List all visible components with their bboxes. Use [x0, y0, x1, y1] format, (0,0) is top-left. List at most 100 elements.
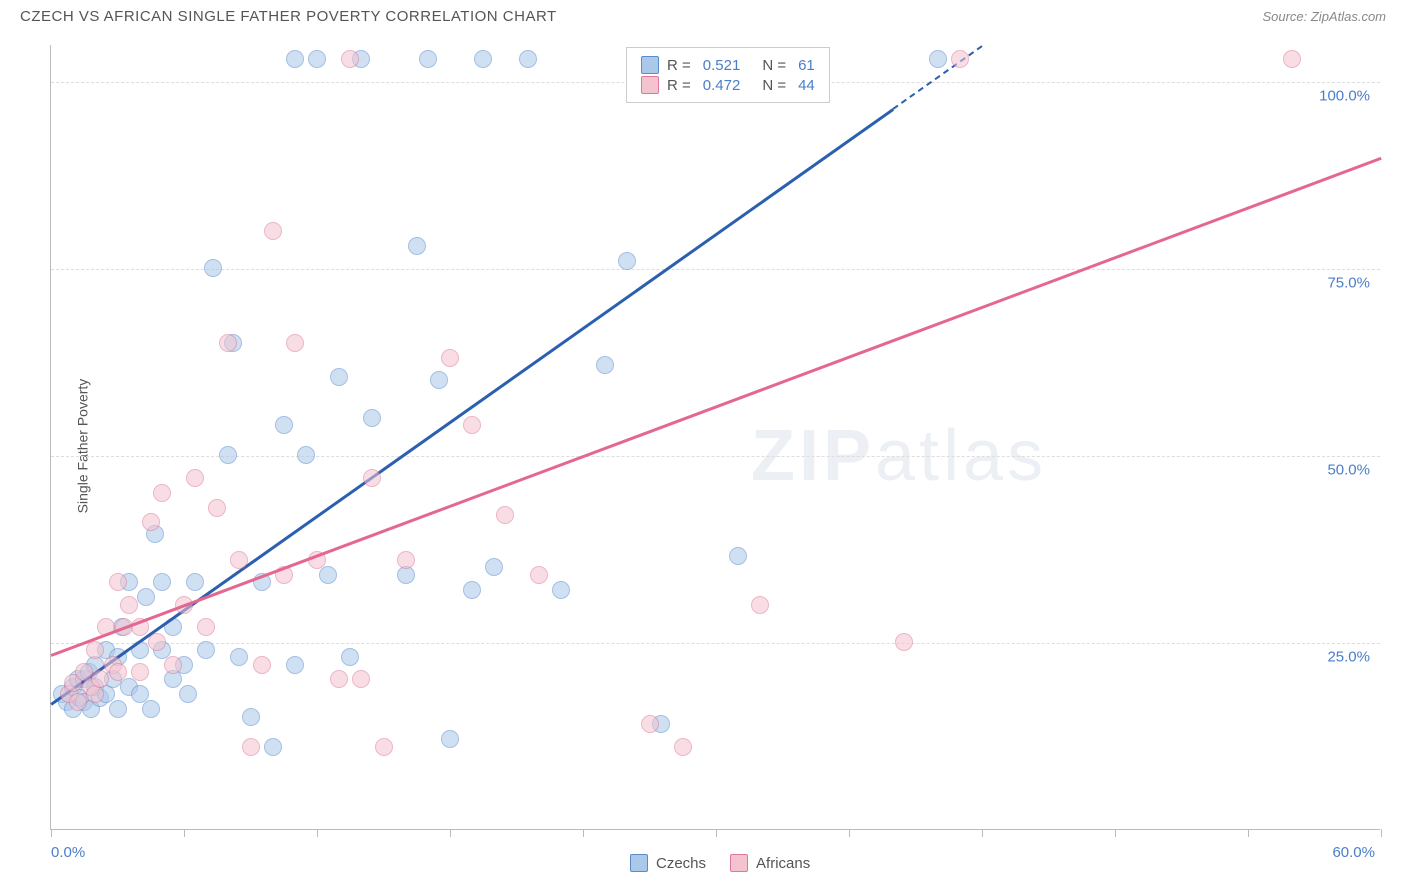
scatter-point: [519, 50, 537, 68]
scatter-point: [253, 656, 271, 674]
gridline: [51, 269, 1380, 270]
legend-swatch: [730, 854, 748, 872]
legend-series-item: Africans: [730, 854, 810, 872]
scatter-point: [179, 685, 197, 703]
chart-header: CZECH VS AFRICAN SINGLE FATHER POVERTY C…: [0, 0, 1406, 29]
legend-n-label: N =: [762, 57, 786, 74]
scatter-point: [153, 573, 171, 591]
x-tick: [1381, 829, 1382, 837]
scatter-point: [264, 222, 282, 240]
scatter-point: [430, 371, 448, 389]
scatter-point: [363, 409, 381, 427]
scatter-point: [463, 581, 481, 599]
scatter-point: [397, 551, 415, 569]
x-tick: [583, 829, 584, 837]
scatter-point: [441, 730, 459, 748]
scatter-point: [242, 708, 260, 726]
scatter-point: [641, 715, 659, 733]
scatter-point: [91, 670, 109, 688]
legend-r-value: 0.472: [703, 77, 741, 94]
legend-series-name: Africans: [756, 855, 810, 872]
legend-r-value: 0.521: [703, 57, 741, 74]
scatter-point: [308, 50, 326, 68]
scatter-point: [496, 506, 514, 524]
y-tick-label: 75.0%: [1327, 275, 1370, 292]
x-tick: [51, 829, 52, 837]
scatter-point: [286, 50, 304, 68]
legend-swatch: [641, 56, 659, 74]
scatter-point: [674, 738, 692, 756]
x-tick: [1248, 829, 1249, 837]
x-tick: [450, 829, 451, 837]
scatter-point: [109, 700, 127, 718]
y-tick-label: 100.0%: [1319, 88, 1370, 105]
legend-row: R = 0.521 N = 61: [641, 56, 815, 74]
scatter-point: [164, 656, 182, 674]
scatter-point: [148, 633, 166, 651]
scatter-point: [137, 588, 155, 606]
scatter-point: [441, 349, 459, 367]
scatter-point: [618, 252, 636, 270]
scatter-point: [330, 670, 348, 688]
scatter-point: [69, 693, 87, 711]
scatter-point: [197, 618, 215, 636]
gridline: [51, 643, 1380, 644]
scatter-point: [197, 641, 215, 659]
scatter-point: [485, 558, 503, 576]
scatter-point: [230, 648, 248, 666]
scatter-point: [109, 663, 127, 681]
scatter-point: [352, 670, 370, 688]
scatter-point: [204, 259, 222, 277]
scatter-point: [929, 50, 947, 68]
scatter-point: [1283, 50, 1301, 68]
x-tick: [982, 829, 983, 837]
x-tick: [317, 829, 318, 837]
legend-r-label: R =: [667, 57, 691, 74]
scatter-point: [363, 469, 381, 487]
scatter-point: [142, 513, 160, 531]
scatter-point: [219, 446, 237, 464]
scatter-point: [530, 566, 548, 584]
scatter-point: [131, 663, 149, 681]
scatter-point: [186, 573, 204, 591]
x-tick-label-end: 60.0%: [1332, 844, 1375, 861]
scatter-point: [219, 334, 237, 352]
x-tick: [849, 829, 850, 837]
scatter-point: [264, 738, 282, 756]
legend-n-value: 61: [798, 57, 815, 74]
scatter-point: [186, 469, 204, 487]
y-tick-label: 50.0%: [1327, 462, 1370, 479]
scatter-point: [230, 551, 248, 569]
scatter-point: [142, 700, 160, 718]
legend-series-item: Czechs: [630, 854, 706, 872]
legend-n-value: 44: [798, 77, 815, 94]
scatter-point: [463, 416, 481, 434]
legend-swatch: [641, 76, 659, 94]
scatter-point: [86, 641, 104, 659]
scatter-point: [408, 237, 426, 255]
trend-line: [50, 108, 894, 705]
legend-row: R = 0.472 N = 44: [641, 76, 815, 94]
gridline: [51, 456, 1380, 457]
scatter-point: [474, 50, 492, 68]
legend-swatch: [630, 854, 648, 872]
scatter-point: [729, 547, 747, 565]
y-tick-label: 25.0%: [1327, 649, 1370, 666]
x-tick: [184, 829, 185, 837]
scatter-point: [297, 446, 315, 464]
scatter-point: [419, 50, 437, 68]
legend-series-name: Czechs: [656, 855, 706, 872]
scatter-point: [341, 50, 359, 68]
scatter-point: [319, 566, 337, 584]
scatter-point: [109, 573, 127, 591]
legend-r-label: R =: [667, 77, 691, 94]
legend-n-label: N =: [762, 77, 786, 94]
scatter-point: [275, 416, 293, 434]
scatter-point: [153, 484, 171, 502]
correlation-legend: R = 0.521 N = 61 R = 0.472 N = 44: [626, 47, 830, 103]
chart-title: CZECH VS AFRICAN SINGLE FATHER POVERTY C…: [20, 8, 557, 25]
scatter-point: [341, 648, 359, 666]
scatter-point: [751, 596, 769, 614]
scatter-point: [120, 596, 138, 614]
scatter-point: [596, 356, 614, 374]
